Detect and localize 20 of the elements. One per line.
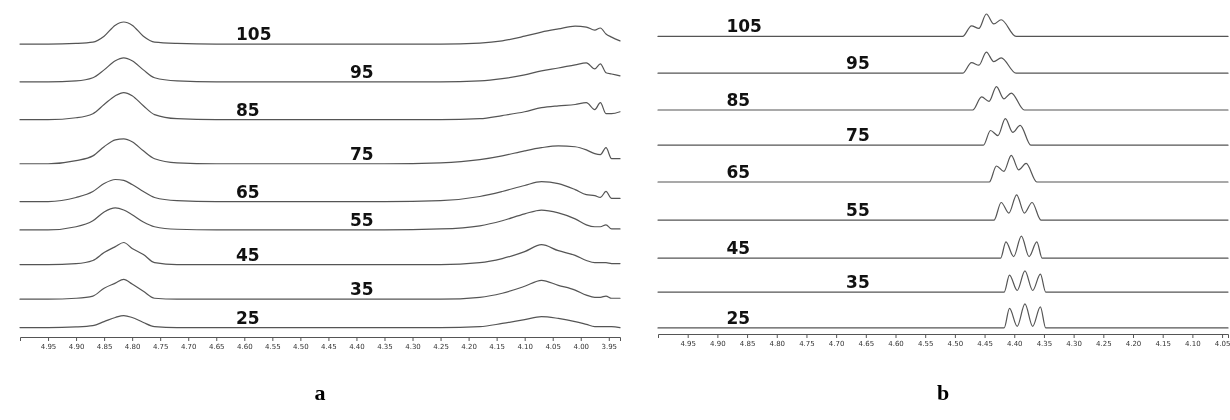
text: b — [936, 380, 950, 405]
series-label: 75 — [846, 125, 870, 146]
series-label: 25 — [726, 307, 751, 328]
series-label: 35 — [350, 279, 374, 300]
series-label: 55 — [846, 200, 870, 221]
series-label: 65 — [726, 162, 751, 182]
series-label: 45 — [726, 238, 751, 259]
series-label: 105 — [236, 24, 272, 45]
series-label: 85 — [726, 90, 751, 110]
series-label: 55 — [350, 209, 374, 230]
series-label: 65 — [236, 181, 260, 202]
series-label: 95 — [846, 53, 870, 74]
series-label: 85 — [236, 99, 260, 120]
series-label: 105 — [726, 16, 762, 37]
series-label: 35 — [846, 272, 870, 293]
series-label: 95 — [350, 61, 374, 82]
series-label: 25 — [236, 307, 260, 328]
series-label: 45 — [236, 244, 260, 265]
text: a — [314, 380, 326, 405]
series-label: 75 — [350, 143, 374, 164]
